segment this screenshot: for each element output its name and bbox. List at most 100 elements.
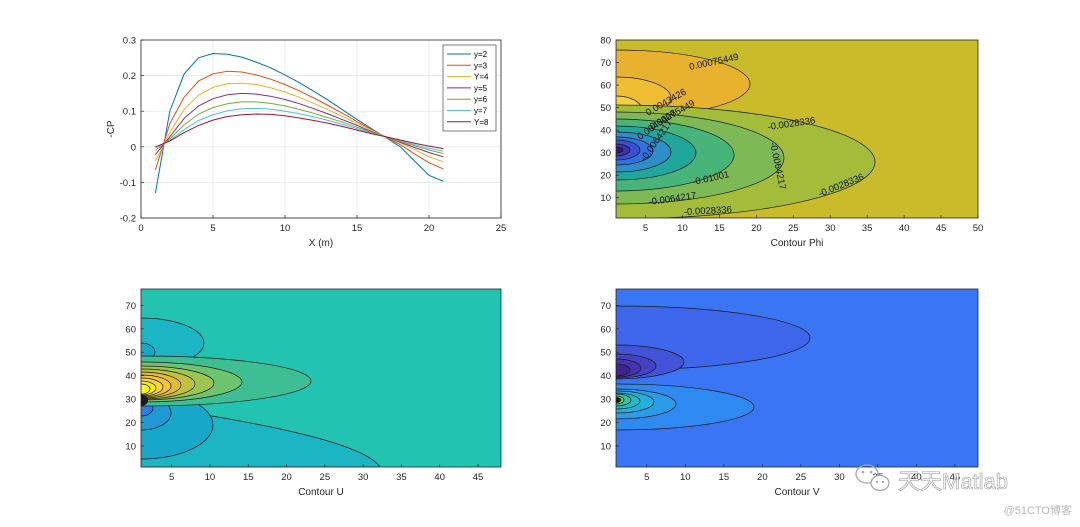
legend-label: y=6 <box>474 95 488 104</box>
x-tick-label: 5 <box>644 472 649 483</box>
phi-contour-lower-9 <box>616 146 624 154</box>
phi-axes-box <box>615 39 979 219</box>
y-tick-label: 50 <box>600 348 611 359</box>
y-tick-label: 0.1 <box>123 107 136 118</box>
x-tick-label: 25 <box>788 223 799 234</box>
u-contour-upper-1 <box>141 317 205 369</box>
x-tick-label: 25 <box>496 223 507 234</box>
x-tick-label: 30 <box>834 472 845 483</box>
legend-label: y=7 <box>474 107 488 116</box>
legend-label: y=2 <box>474 50 488 59</box>
u-contour-core <box>141 394 148 406</box>
y-tick-label: 0.3 <box>123 36 136 47</box>
x-tick-label: 10 <box>280 223 291 234</box>
y-tick-label: 0 <box>131 142 136 153</box>
y-tick-label: -0.2 <box>120 214 136 225</box>
series-line-Y=8 <box>155 113 444 150</box>
u-x-label: Contour U <box>298 487 344 498</box>
x-tick-label: 25 <box>320 472 331 483</box>
y-tick-label: 30 <box>125 395 136 406</box>
legend-label: y=5 <box>474 84 488 93</box>
series-line-y=2 <box>154 52 444 194</box>
cp-y-label: -CP <box>106 120 117 138</box>
x-tick-label: 35 <box>862 223 873 234</box>
y-tick-label: 10 <box>600 193 611 204</box>
phi-x-label: Contour Phi <box>771 238 824 249</box>
y-tick-label: -0.1 <box>120 178 136 189</box>
x-tick-label: 20 <box>281 472 292 483</box>
y-tick-label: 50 <box>125 348 136 359</box>
x-tick-label: 30 <box>358 472 369 483</box>
v-contour-core <box>616 397 621 403</box>
x-tick-label: 40 <box>899 223 910 234</box>
cp-axes-box <box>140 39 502 219</box>
x-tick-label: 50 <box>973 223 984 234</box>
u-contour-center-9 <box>141 383 151 395</box>
series-line-y=6 <box>155 101 444 155</box>
x-tick-label: 10 <box>205 472 216 483</box>
x-tick-label: 15 <box>352 223 363 234</box>
x-tick-label: 40 <box>434 472 445 483</box>
x-tick-label: 45 <box>950 472 961 483</box>
x-tick-label: 15 <box>243 472 254 483</box>
cp-plot-area <box>141 40 501 218</box>
x-tick-label: 30 <box>825 223 836 234</box>
y-tick-label: 70 <box>600 58 611 69</box>
y-tick-label: 40 <box>600 371 611 382</box>
legend-label: Y=4 <box>474 73 489 82</box>
u-ticks: 5 10 15 20 25 30 35 40 45 10 20 30 40 50 60 70 <box>125 301 483 483</box>
y-tick-label: 10 <box>600 441 611 452</box>
x-tick-label: 40 <box>911 472 922 483</box>
x-tick-label: 45 <box>936 223 947 234</box>
y-tick-label: 60 <box>600 324 611 335</box>
y-tick-label: 30 <box>600 148 611 159</box>
y-tick-label: 70 <box>600 301 611 312</box>
x-tick-label: 45 <box>473 472 484 483</box>
x-tick-label: 5 <box>169 472 174 483</box>
u-axes-box <box>140 288 502 468</box>
y-tick-label: 20 <box>600 171 611 182</box>
u-contour-chart: 5 10 15 20 25 30 35 40 45 10 20 30 40 50 60 70 Contour … <box>125 288 502 498</box>
y-tick-label: 50 <box>600 103 611 114</box>
cp-line-chart: 0 5 10 15 20 25 -0.2 -0.1 0 0.1 0.2 0.3 X (m) -CP y… <box>106 36 506 250</box>
x-tick-label: 5 <box>210 223 215 234</box>
v-axes-box <box>615 288 979 468</box>
series-line-y=3 <box>154 70 444 171</box>
phi-contour-label: -0.0028336 <box>684 204 733 218</box>
y-tick-label: 20 <box>600 418 611 429</box>
phi-contour-chart: 0.00075449 0.0043426 -0.0028336 -0.00642… <box>600 36 983 250</box>
cp-ticks: 0 5 10 15 20 25 -0.2 -0.1 0 0.1 0.2 0.3 <box>120 36 507 235</box>
y-tick-label: 40 <box>125 371 136 382</box>
x-tick-label: 20 <box>751 223 762 234</box>
x-tick-label: 25 <box>796 472 807 483</box>
y-tick-label: 0.2 <box>123 71 136 82</box>
x-tick-label: 35 <box>396 472 407 483</box>
cp-series-lines <box>154 52 444 194</box>
cp-legend: y=2 y=3 Y=4 y=5 y=6 y=7 Y=8 <box>442 44 497 132</box>
y-tick-label: 70 <box>125 301 136 312</box>
v-x-label: Contour V <box>774 487 819 498</box>
watermark-source: @51CTO博客 <box>1004 503 1072 517</box>
phi-ticks: 5 10 15 20 25 30 35 40 45 50 10 20 30 40 50 60 70 80 <box>600 36 983 235</box>
y-tick-label: 10 <box>125 441 136 452</box>
x-tick-label: 15 <box>714 223 725 234</box>
y-tick-label: 80 <box>600 36 611 47</box>
y-tick-label: 60 <box>600 81 611 92</box>
x-tick-label: 10 <box>677 223 688 234</box>
x-tick-label: 10 <box>680 472 691 483</box>
cp-x-label: X (m) <box>309 238 333 249</box>
y-tick-label: 20 <box>125 418 136 429</box>
x-tick-label: 20 <box>424 223 435 234</box>
y-tick-label: 60 <box>125 324 136 335</box>
v-contour-upper-5 <box>616 363 631 377</box>
watermark-brand: 天天Matlab <box>898 469 1008 494</box>
x-tick-label: 0 <box>138 223 143 234</box>
y-tick-label: 30 <box>600 395 611 406</box>
watermark: 天天Matlab @51CTO博客 <box>855 464 1072 517</box>
y-tick-label: 40 <box>600 126 611 137</box>
legend-label: y=3 <box>474 61 488 70</box>
x-tick-label: 5 <box>643 223 648 234</box>
legend-label: Y=8 <box>474 118 489 127</box>
x-tick-label: 15 <box>719 472 730 483</box>
